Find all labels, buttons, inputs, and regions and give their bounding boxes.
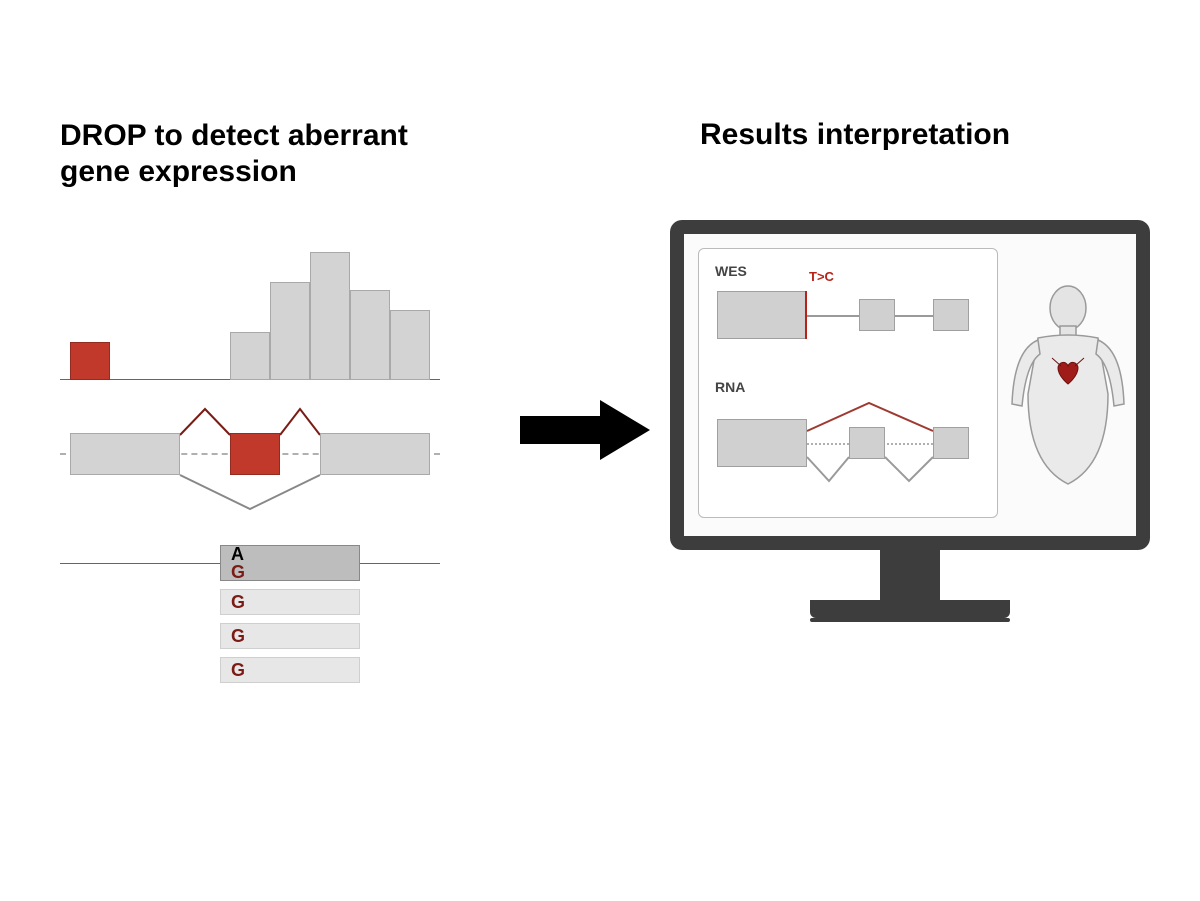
alt-base-label-1: G [231,592,245,613]
reference-box: A G [220,545,360,581]
read-row: G [220,623,360,649]
exon-aberrant [230,433,280,475]
allele-reads: A G G G G [60,535,440,735]
rna-exon-3 [933,427,969,459]
monitor: WES RNA T>C [670,220,1150,618]
hist-bar [310,252,350,380]
human-torso-icon [1008,284,1128,494]
rna-exon-2 [849,427,885,459]
histogram [60,220,440,380]
left-panel: A G G G G [60,120,500,735]
wes-exon-1 [717,291,807,339]
rna-label: RNA [715,379,745,395]
hist-bar-outlier [70,342,110,380]
monitor-frame: WES RNA T>C [670,220,1150,550]
splice-diagram [60,405,440,515]
read-row: G [220,657,360,683]
hist-bar [390,310,430,380]
hist-bar [350,290,390,380]
read-row: G [220,589,360,615]
arrow-icon [520,390,660,470]
variant-label: T>C [809,269,834,284]
wes-exon-3 [933,299,969,331]
results-box: WES RNA T>C [698,248,998,518]
hist-bar [270,282,310,380]
hist-bar [230,332,270,380]
monitor-stand-neck [880,550,940,600]
flow-arrow [520,390,660,475]
rna-exon-1 [717,419,807,467]
alt-base-label-3: G [231,660,245,681]
right-title: Results interpretation [700,118,1140,152]
monitor-stand-base [810,600,1010,618]
alt-base-label-2: G [231,626,245,647]
variant-tick [805,291,807,339]
exon-1 [70,433,180,475]
exon-3 [320,433,430,475]
alt-base-label-0: G [231,562,245,583]
wes-exon-2 [859,299,895,331]
wes-label: WES [715,263,747,279]
